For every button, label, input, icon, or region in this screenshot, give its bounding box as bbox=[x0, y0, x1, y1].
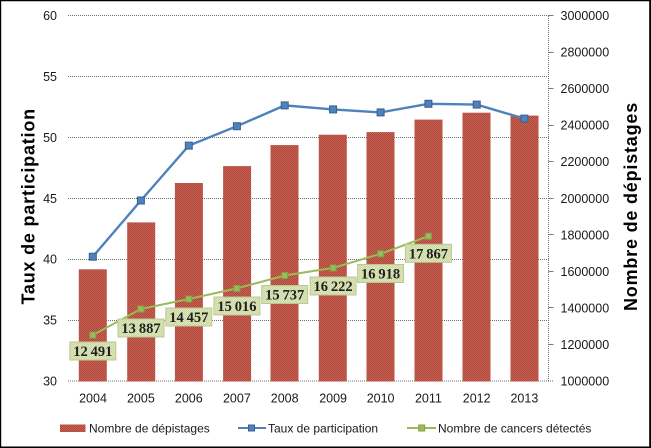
svg-text:2400000: 2400000 bbox=[561, 119, 610, 133]
svg-text:55: 55 bbox=[43, 70, 57, 84]
svg-text:2005: 2005 bbox=[127, 392, 155, 406]
svg-text:40: 40 bbox=[43, 253, 57, 267]
svg-text:16 222: 16 222 bbox=[314, 279, 353, 295]
svg-text:2008: 2008 bbox=[271, 392, 299, 406]
svg-text:2011: 2011 bbox=[415, 392, 442, 406]
svg-text:2012: 2012 bbox=[463, 392, 491, 406]
svg-text:Nombre de dépistages: Nombre de dépistages bbox=[621, 102, 641, 311]
svg-text:15 016: 15 016 bbox=[217, 299, 256, 315]
svg-text:3000000: 3000000 bbox=[561, 9, 610, 23]
svg-text:Nombre de cancers détectés: Nombre de cancers détectés bbox=[438, 422, 591, 436]
svg-text:1600000: 1600000 bbox=[561, 265, 610, 279]
svg-text:45: 45 bbox=[43, 192, 57, 206]
svg-text:2007: 2007 bbox=[223, 392, 251, 406]
svg-text:50: 50 bbox=[43, 131, 57, 145]
svg-text:13 887: 13 887 bbox=[121, 321, 160, 337]
svg-text:30: 30 bbox=[43, 375, 57, 389]
svg-text:2013: 2013 bbox=[510, 392, 538, 406]
svg-text:2600000: 2600000 bbox=[561, 82, 610, 96]
svg-text:17 867: 17 867 bbox=[409, 246, 448, 262]
svg-text:60: 60 bbox=[43, 9, 57, 23]
svg-text:Taux de participation: Taux de participation bbox=[268, 422, 378, 436]
svg-text:2800000: 2800000 bbox=[561, 46, 610, 60]
svg-text:1200000: 1200000 bbox=[561, 338, 610, 352]
svg-text:Taux de participation: Taux de participation bbox=[19, 108, 39, 304]
svg-text:2006: 2006 bbox=[175, 392, 203, 406]
svg-text:35: 35 bbox=[43, 314, 57, 328]
svg-text:1000000: 1000000 bbox=[561, 375, 610, 389]
svg-text:Nombre de dépistages: Nombre de dépistages bbox=[89, 422, 210, 436]
svg-text:2000000: 2000000 bbox=[561, 192, 610, 206]
svg-text:1800000: 1800000 bbox=[561, 228, 610, 242]
svg-text:14 457: 14 457 bbox=[169, 310, 208, 326]
svg-text:2200000: 2200000 bbox=[561, 155, 610, 169]
svg-text:15 737: 15 737 bbox=[265, 288, 304, 304]
svg-text:16 918: 16 918 bbox=[361, 267, 400, 283]
svg-text:2009: 2009 bbox=[319, 392, 347, 406]
svg-text:1400000: 1400000 bbox=[561, 301, 610, 315]
svg-text:12 491: 12 491 bbox=[73, 344, 112, 360]
svg-text:2004: 2004 bbox=[79, 392, 107, 406]
svg-text:2010: 2010 bbox=[367, 392, 395, 406]
